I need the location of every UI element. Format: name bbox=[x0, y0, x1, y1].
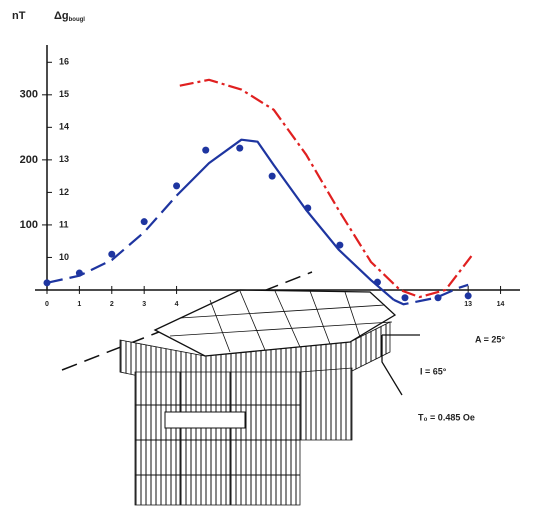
data-point bbox=[465, 292, 472, 299]
curve bbox=[177, 140, 394, 300]
step-block bbox=[300, 368, 352, 440]
y-tick-label: 300 bbox=[20, 89, 38, 101]
curve bbox=[47, 196, 177, 283]
y2-tick-label: 14 bbox=[59, 122, 69, 132]
inclination-label: I = 65° bbox=[420, 366, 447, 376]
data-point bbox=[269, 173, 276, 180]
azimuth-label: A = 25° bbox=[475, 334, 505, 344]
x-tick-label: 3 bbox=[142, 301, 146, 308]
y2-tick-label: 12 bbox=[59, 187, 69, 197]
chart: nT Δgbougl A = 25° I = 65° T₀ = 0.485 Oe… bbox=[0, 0, 549, 527]
lower-block bbox=[135, 372, 300, 505]
x-tick-label: 2 bbox=[110, 301, 114, 308]
y2-tick-label: 11 bbox=[59, 219, 69, 229]
x-tick-label: 4 bbox=[175, 301, 179, 308]
y-tick-label: 200 bbox=[20, 154, 38, 166]
x-tick-label: 13 bbox=[464, 301, 472, 308]
data-point bbox=[236, 145, 243, 152]
y2-tick-label: 10 bbox=[59, 252, 69, 262]
y2-axis-label: Δgbougl bbox=[54, 10, 85, 23]
data-point bbox=[141, 218, 148, 225]
x-tick-label: 1 bbox=[77, 301, 81, 308]
curve bbox=[180, 80, 472, 297]
data-point bbox=[173, 182, 180, 189]
density-box bbox=[165, 412, 245, 428]
y2-tick-label: 15 bbox=[59, 89, 69, 99]
field-label: T₀ = 0.485 Oe bbox=[418, 412, 475, 422]
x-tick-label: 0 bbox=[45, 301, 49, 308]
x-tick-label: 14 bbox=[497, 301, 505, 308]
y-axis-label: nT bbox=[12, 10, 26, 22]
y-tick-label: 100 bbox=[20, 219, 38, 231]
body-model bbox=[62, 272, 420, 505]
y2-tick-label: 16 bbox=[59, 57, 69, 67]
data-point bbox=[401, 294, 408, 301]
y2-tick-label: 13 bbox=[59, 154, 69, 164]
data-point bbox=[202, 147, 209, 154]
